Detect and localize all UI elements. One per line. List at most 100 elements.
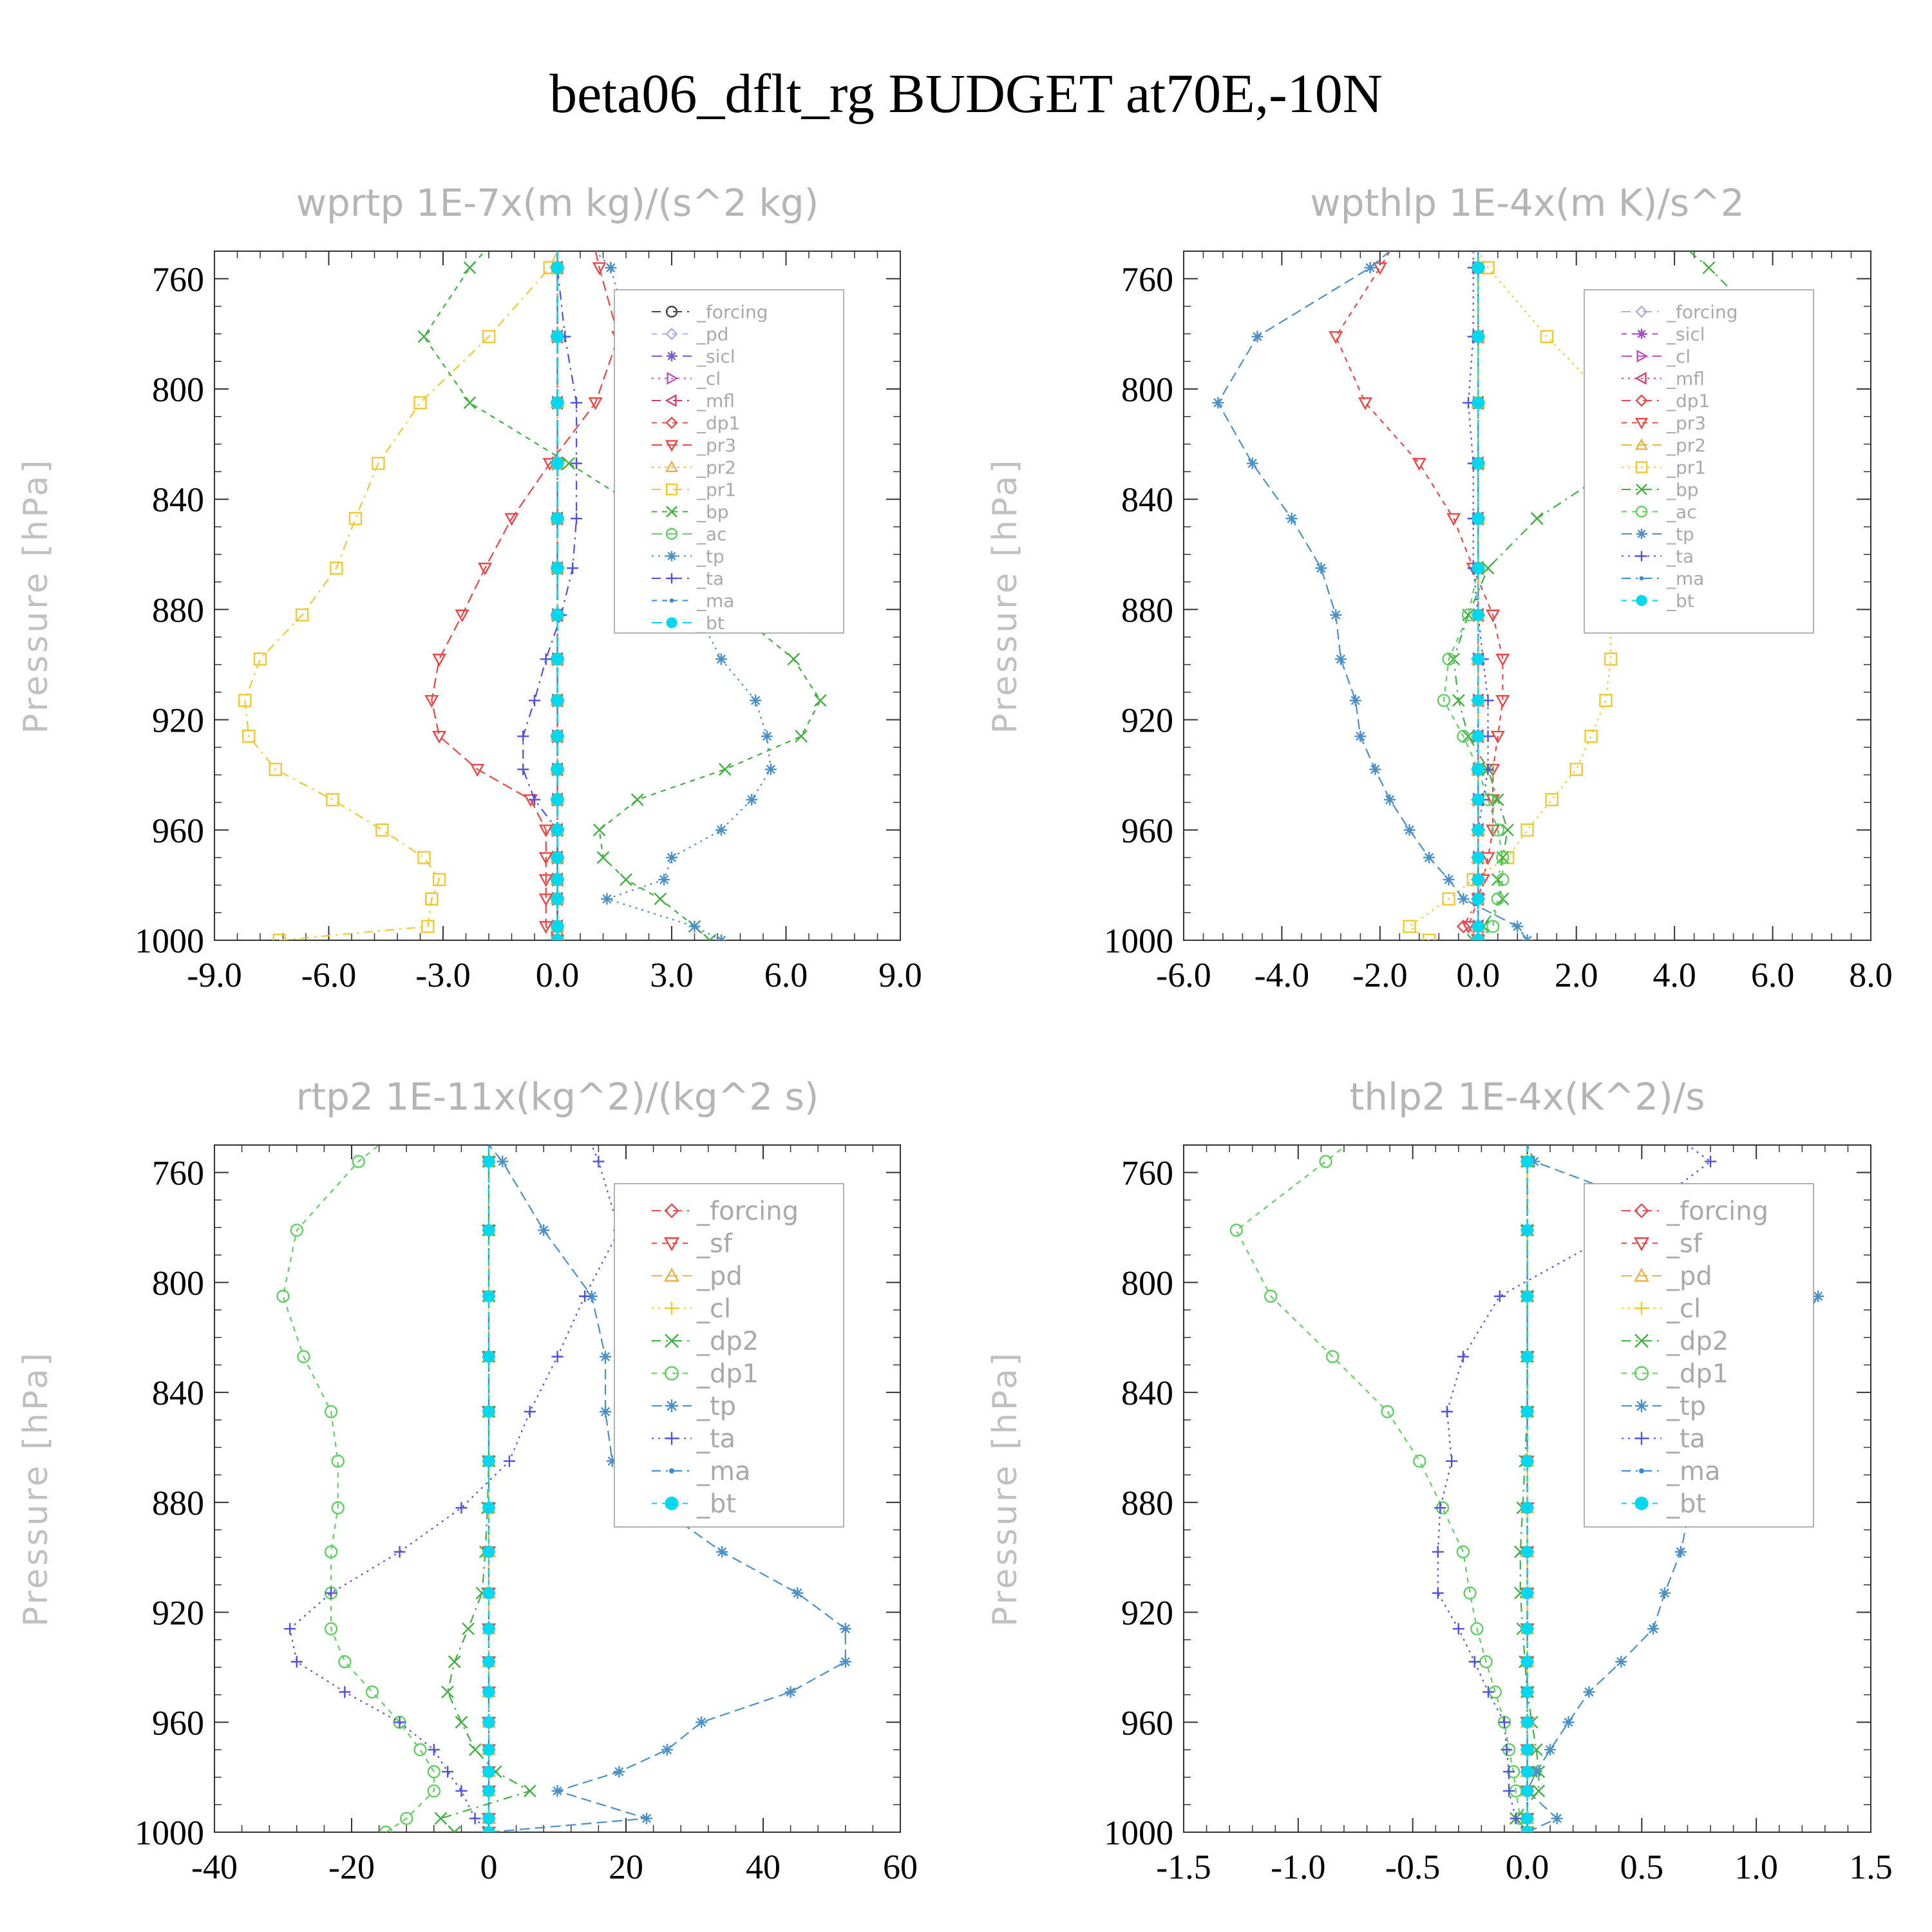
data-point	[1472, 652, 1484, 665]
data-point	[1658, 1587, 1671, 1599]
data-point	[1521, 1455, 1533, 1468]
data-point	[339, 1686, 351, 1698]
panel-1: wprtp 1E-7x(m kg)/(s^2 kg) Pressure [hPa]…	[17, 181, 922, 994]
data-point	[787, 652, 800, 666]
legend-marker	[666, 506, 677, 518]
data-point	[331, 1501, 345, 1515]
x-tick-label: 6.0	[1751, 956, 1795, 994]
data-point	[839, 1656, 851, 1668]
y-tick-label: 800	[152, 370, 204, 409]
x-tick-label: 2.0	[1555, 956, 1598, 994]
data-point	[1545, 793, 1558, 806]
data-point	[463, 261, 477, 274]
data-point	[579, 1290, 591, 1302]
data-point	[413, 1743, 427, 1757]
y-tick-label: 880	[1121, 1484, 1173, 1522]
data-point	[551, 694, 564, 707]
legend-marker	[1635, 305, 1648, 318]
data-point	[482, 1290, 495, 1303]
series-group	[238, 251, 827, 940]
x-tick-label: 1.5	[1849, 1848, 1893, 1886]
data-point	[482, 1224, 495, 1236]
x-tick-label: 3.0	[650, 956, 694, 994]
data-point	[424, 695, 439, 708]
legend-marker	[1634, 372, 1647, 385]
data-point	[297, 1350, 310, 1363]
y-tick-label: 840	[1121, 1374, 1173, 1412]
data-point	[393, 1716, 406, 1728]
series-group	[1229, 1145, 1824, 1832]
data-point	[1530, 512, 1544, 526]
panel-title: wpthlp 1E-4x(m K)/s^2	[1310, 181, 1744, 225]
data-point	[1569, 762, 1583, 776]
x-tick-label: -2.0	[1352, 956, 1407, 994]
legend: _forcing_pd_sicl_cl_mfl_dp1_pr3_pr2_pr1_…	[614, 289, 844, 634]
data-point	[551, 824, 564, 837]
legend-marker	[1636, 529, 1647, 539]
data-point	[1491, 823, 1504, 837]
data-point	[462, 1622, 475, 1636]
data-point	[551, 730, 564, 743]
legend-label: _ma	[696, 590, 734, 611]
legend-label: _ta	[696, 568, 724, 589]
data-point	[613, 1766, 625, 1778]
data-point	[482, 330, 496, 343]
legend-label: _cl	[1666, 346, 1690, 367]
legend-label: _mfl	[696, 390, 735, 412]
data-point	[1472, 512, 1484, 525]
data-point	[551, 512, 564, 525]
data-point	[551, 851, 564, 864]
data-point	[1334, 653, 1347, 665]
data-point	[503, 1455, 515, 1467]
data-point	[1521, 1655, 1533, 1668]
data-point	[630, 793, 644, 806]
data-point	[1437, 694, 1451, 707]
data-point	[715, 653, 727, 665]
data-point	[1443, 873, 1455, 886]
data-point	[551, 652, 564, 665]
legend-label: _pd	[1666, 1262, 1712, 1291]
legend-marker	[1636, 595, 1647, 606]
data-point	[325, 1587, 337, 1599]
x-tick-label: -4.0	[1255, 956, 1309, 994]
data-point	[551, 1785, 564, 1797]
data-point	[428, 1743, 440, 1756]
legend-marker	[1635, 1399, 1648, 1412]
x-tick-label: 0.0	[1457, 956, 1501, 994]
data-point	[538, 874, 553, 887]
legend-marker	[1636, 551, 1647, 562]
figure-title: beta06_dflt_rg BUDGET at70E,-10N	[549, 62, 1383, 124]
data-point	[551, 934, 564, 940]
data-point	[606, 1455, 618, 1467]
data-point	[1472, 396, 1484, 409]
data-point	[448, 1826, 461, 1832]
y-tick-label: 840	[152, 1374, 204, 1412]
data-point	[1540, 330, 1554, 343]
data-point	[1472, 824, 1484, 837]
data-point	[529, 793, 540, 806]
data-point	[1481, 562, 1495, 575]
data-point	[1495, 654, 1510, 667]
x-tick-label: -3.0	[415, 956, 470, 994]
legend-label: _ta	[1666, 1425, 1705, 1454]
data-point	[482, 1350, 495, 1363]
data-point	[1472, 261, 1484, 274]
data-point	[482, 1716, 495, 1728]
data-point	[1521, 1501, 1533, 1514]
legend-marker	[1634, 1334, 1649, 1348]
data-point	[1442, 652, 1455, 666]
data-point	[1434, 1502, 1446, 1514]
data-point	[1521, 1622, 1533, 1635]
data-point	[716, 1546, 728, 1558]
data-point	[661, 1743, 673, 1756]
legend-marker	[666, 617, 677, 629]
data-point	[1457, 893, 1470, 905]
legend-label: _dp1	[696, 412, 740, 433]
data-point	[1212, 397, 1224, 409]
data-point	[1491, 892, 1504, 906]
data-point	[1705, 1155, 1717, 1168]
legend-marker	[665, 1432, 678, 1445]
x-tick-label: 9.0	[878, 956, 922, 994]
data-point	[517, 730, 529, 743]
data-point	[839, 1623, 851, 1635]
